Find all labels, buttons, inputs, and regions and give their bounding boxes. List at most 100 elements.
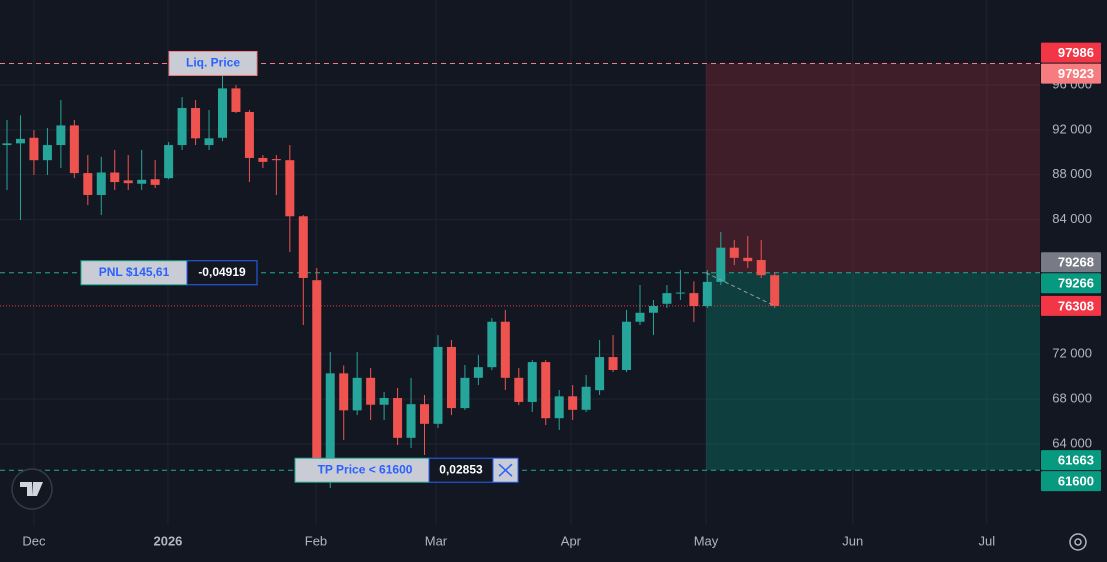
candle-body — [150, 179, 160, 185]
candle-body — [406, 404, 416, 438]
price-label: 61663 — [1058, 453, 1094, 468]
candle-body — [56, 125, 66, 146]
liq-box — [168, 50, 258, 76]
candle-body — [635, 312, 645, 322]
candle-body — [420, 404, 430, 424]
candle-body — [366, 377, 376, 405]
price-label: 97986 — [1058, 45, 1094, 60]
pnl-value: -0,04919 — [198, 265, 246, 279]
price-label-bg — [1041, 450, 1101, 471]
candle-body — [69, 125, 79, 174]
candle-body — [433, 346, 443, 424]
candle-body — [756, 260, 766, 276]
close-icon — [498, 463, 513, 477]
price-label: 61600 — [1058, 474, 1094, 489]
candle-body — [514, 377, 524, 402]
y-tick-label: 68 000 — [1052, 391, 1092, 406]
candle-body — [487, 321, 497, 368]
candle-body — [29, 137, 39, 161]
logo[interactable] — [11, 468, 53, 510]
x-tick-label: Mar — [425, 533, 448, 548]
candle-body — [204, 138, 214, 146]
price-label: 97923 — [1058, 66, 1094, 81]
candle-body — [42, 145, 52, 161]
candle-body — [595, 357, 605, 391]
candle-body — [446, 346, 456, 409]
candle-body — [285, 160, 295, 217]
gear-center — [1074, 538, 1082, 546]
candle-body — [325, 373, 335, 459]
candle-body — [662, 293, 672, 304]
candle-body — [15, 138, 25, 144]
candle-body — [393, 398, 403, 438]
candle-body — [83, 173, 93, 195]
candle-body — [581, 386, 591, 410]
candle-body — [298, 216, 308, 278]
x-tick-label: Jun — [842, 533, 863, 548]
candle-body — [500, 321, 510, 378]
candle-body — [271, 159, 281, 161]
price-label-bg — [1041, 252, 1101, 273]
price-label-bg — [1041, 471, 1101, 492]
price-label: 79266 — [1058, 276, 1094, 291]
x-tick-label: Jul — [978, 533, 995, 548]
price-label: 79268 — [1058, 255, 1094, 270]
position-path — [705, 272, 775, 307]
price-label-bg — [1041, 42, 1101, 63]
candle-body — [554, 396, 564, 419]
candle-body — [2, 143, 12, 146]
tp-value: 0,02853 — [439, 462, 483, 476]
candle-body — [137, 179, 147, 184]
y-tick-label: 84 000 — [1052, 211, 1092, 226]
candle-body — [123, 180, 133, 184]
y-tick-label: 72 000 — [1052, 346, 1092, 361]
x-tick-label: Feb — [305, 533, 327, 548]
pnl-value-box — [186, 260, 258, 286]
candle-body — [675, 292, 685, 294]
candle-body — [770, 275, 780, 306]
candle-body — [568, 396, 578, 410]
logo-mark — [20, 482, 43, 496]
price-label-bg — [1041, 63, 1101, 84]
pnl-label: PNL $145,61 — [99, 265, 170, 279]
settings-icon[interactable] — [1069, 533, 1087, 551]
gear[interactable] — [1069, 533, 1087, 551]
target-zone — [705, 272, 1040, 471]
candle-body — [217, 88, 227, 138]
candle-body — [648, 306, 658, 313]
candle-body — [231, 88, 241, 112]
candle-body — [473, 367, 483, 378]
pnl-box — [80, 260, 188, 286]
candle-body — [716, 247, 726, 282]
x-tick-label: 2026 — [153, 533, 182, 548]
price-label: 76308 — [1058, 298, 1094, 313]
liq-label: Liq. Price — [186, 56, 240, 70]
candle-body — [110, 172, 120, 183]
price-label-bg — [1041, 295, 1101, 316]
candle-body — [191, 108, 201, 139]
candle-body — [379, 398, 389, 405]
candle-body — [527, 362, 537, 402]
candle-body — [541, 362, 551, 419]
candle-body — [608, 357, 618, 370]
price-label-bg — [1041, 273, 1101, 294]
y-tick-label: 92 000 — [1052, 121, 1092, 136]
candle-body — [312, 280, 322, 459]
candle-body — [339, 373, 349, 411]
x-tick-label: Apr — [561, 533, 582, 548]
y-tick-label: 88 000 — [1052, 166, 1092, 181]
candle-body — [258, 157, 268, 162]
candle-body — [352, 377, 362, 411]
candle-body — [244, 111, 254, 158]
candle-body — [177, 108, 187, 146]
candle-body — [622, 321, 632, 370]
x-tick-label: Dec — [22, 533, 46, 548]
stop-zone — [705, 63, 1040, 273]
candle-body — [460, 377, 470, 409]
candle-body — [96, 172, 106, 195]
candle-body — [729, 247, 739, 258]
candle-body — [689, 293, 699, 307]
